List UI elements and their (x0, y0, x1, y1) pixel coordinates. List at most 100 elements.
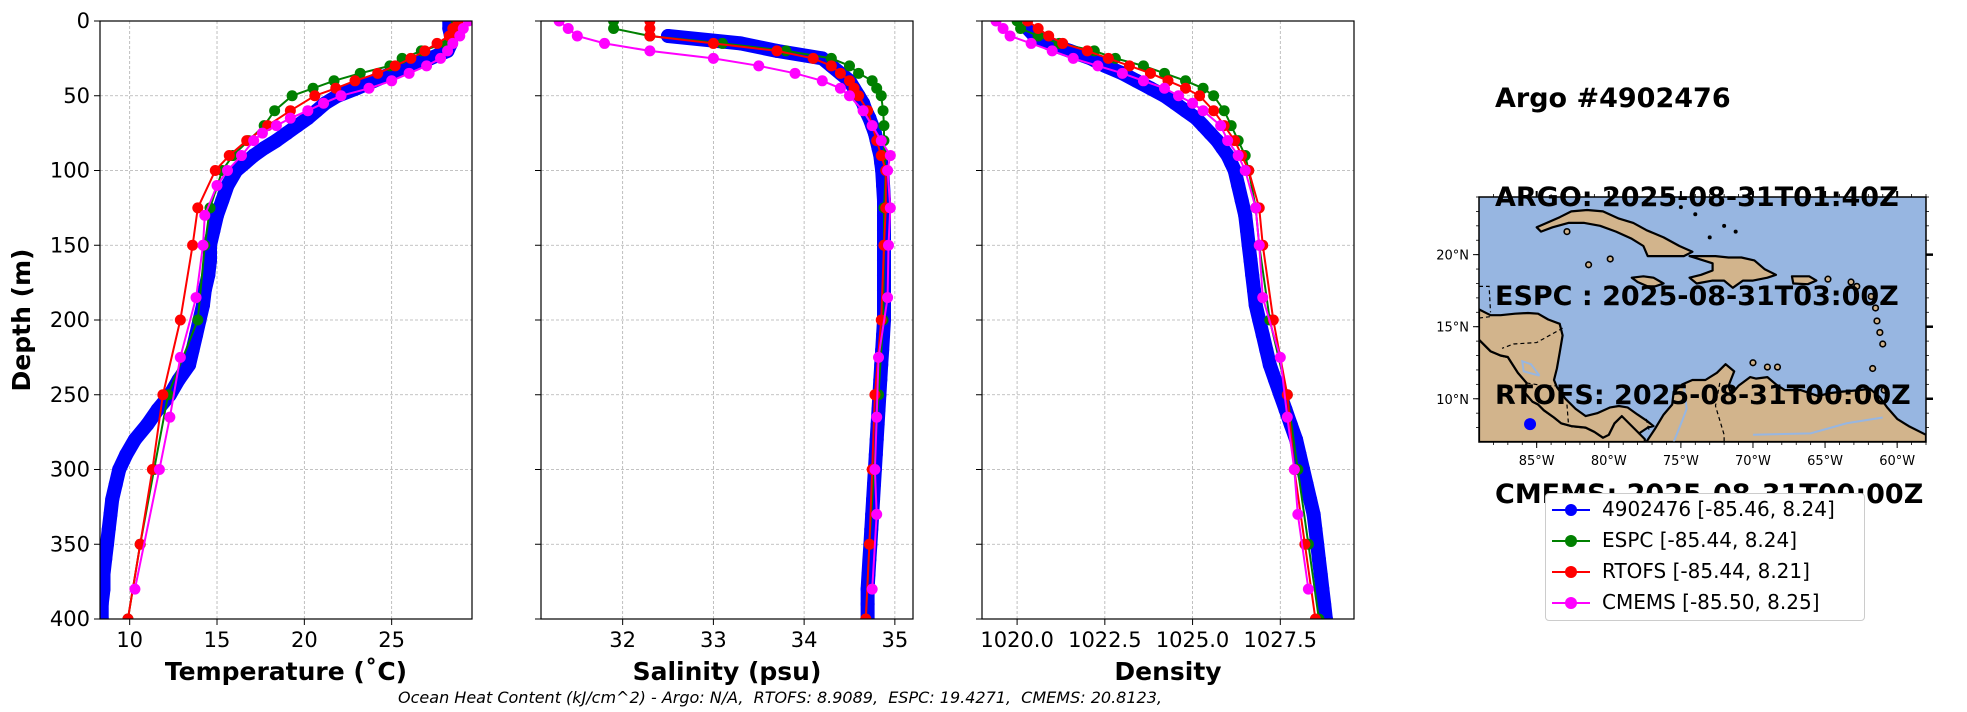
data-point (883, 239, 895, 251)
data-point (733, 36, 748, 51)
land-hispaniola (1688, 255, 1778, 289)
data-point (431, 37, 443, 49)
data-point (302, 105, 314, 117)
header-argo-time: ARGO: 2025-08-31T01:40Z (1495, 182, 1899, 213)
data-point (192, 202, 204, 214)
data-point (1239, 223, 1254, 238)
border-line (1479, 285, 1492, 313)
data-point (122, 613, 134, 619)
data-point (599, 37, 611, 49)
series-cmems (553, 21, 896, 595)
data-point (871, 411, 883, 423)
border-line (1566, 404, 1569, 424)
land-island (1606, 255, 1614, 263)
legend: 4902476 [-85.46, 8.24] ESPC [-85.44, 8.2… (1545, 493, 1865, 621)
land-island (1584, 261, 1593, 269)
data-point (1137, 75, 1149, 87)
land-island (1773, 363, 1782, 371)
land-island (1563, 227, 1571, 236)
series-line (1020, 21, 1333, 619)
border-line (1645, 418, 1650, 431)
land-island (1847, 278, 1855, 286)
data-point (860, 613, 872, 619)
data-point (100, 537, 114, 552)
data-point (235, 150, 247, 162)
land-island (1876, 328, 1884, 337)
data-point (884, 202, 896, 214)
series-line (558, 21, 892, 590)
data-point (1288, 464, 1300, 475)
data-point (100, 567, 111, 582)
data-point (875, 90, 887, 102)
data-point (1208, 90, 1220, 102)
data-point (1187, 97, 1199, 109)
data-point (1067, 52, 1079, 64)
land-island (1879, 340, 1887, 348)
y-axis-label: Depth (m) (7, 249, 36, 392)
data-point (209, 165, 221, 176)
map-lat-label: 15°N (1436, 321, 1469, 336)
data-point (318, 97, 330, 109)
data-point (101, 522, 116, 537)
data-point (877, 105, 889, 117)
data-point (269, 105, 281, 117)
data-point (372, 67, 384, 79)
header-rtofs-time: RTOFS: 2025-08-31T00:00Z (1495, 380, 1911, 411)
data-point (1057, 37, 1069, 49)
y-tick-label: 0 (77, 9, 90, 33)
data-point (1303, 492, 1318, 507)
data-point (284, 112, 296, 124)
data-point (1238, 208, 1253, 223)
map-lon-label: 80°W (1591, 454, 1627, 469)
data-point (707, 37, 719, 49)
data-point (363, 82, 375, 94)
data-point (1246, 283, 1261, 298)
land-island (1873, 317, 1881, 325)
header-float-id: Argo #4902476 (1495, 83, 1731, 114)
data-point (1222, 135, 1234, 147)
data-point (386, 75, 398, 87)
data-point (215, 193, 230, 208)
legend-marker-icon (1565, 535, 1577, 547)
plot-area (100, 21, 472, 619)
data-point (882, 292, 894, 304)
chart-header: Argo #4902476 ARGO: 2025-08-31T01:40Z ES… (1495, 16, 1923, 544)
data-point (1173, 90, 1185, 102)
land-island (1853, 282, 1861, 290)
data-point (1252, 313, 1267, 327)
data-point (150, 402, 165, 417)
data-point (248, 135, 260, 147)
series-4902476 (1020, 21, 1333, 619)
data-point (103, 507, 118, 522)
data-point (882, 165, 894, 176)
map-lon-label: 60°W (1879, 454, 1915, 469)
land-islet (1722, 223, 1727, 228)
ohc-footer: Ocean Heat Content (kJ/cm^2) - Argo: N/A… (398, 688, 1162, 707)
land-island (1749, 359, 1757, 367)
data-point (100, 597, 109, 612)
data-point (789, 67, 801, 79)
x-axis-label: Temperature (˚C) (165, 657, 407, 686)
x-tick-label: 35 (881, 628, 908, 652)
data-point (875, 135, 887, 147)
data-point (1239, 165, 1251, 176)
data-point (185, 342, 200, 357)
data-point (869, 464, 881, 475)
y-tick-label: 300 (50, 458, 90, 482)
data-point (1232, 150, 1244, 162)
legend-marker-icon (1565, 504, 1577, 516)
border-line (1501, 327, 1563, 349)
data-point (286, 90, 298, 102)
data-point (349, 75, 361, 87)
land-puerto-rico (1790, 275, 1818, 286)
data-point (279, 126, 294, 141)
data-point (435, 52, 447, 64)
data-point (716, 37, 728, 49)
data-point (1315, 582, 1330, 597)
data-point (187, 239, 199, 251)
series-cmems (990, 21, 1314, 595)
data-point (182, 357, 197, 372)
y-tick-label: 150 (50, 233, 90, 257)
x-tick-label: 34 (791, 628, 818, 652)
series-line (133, 21, 470, 590)
